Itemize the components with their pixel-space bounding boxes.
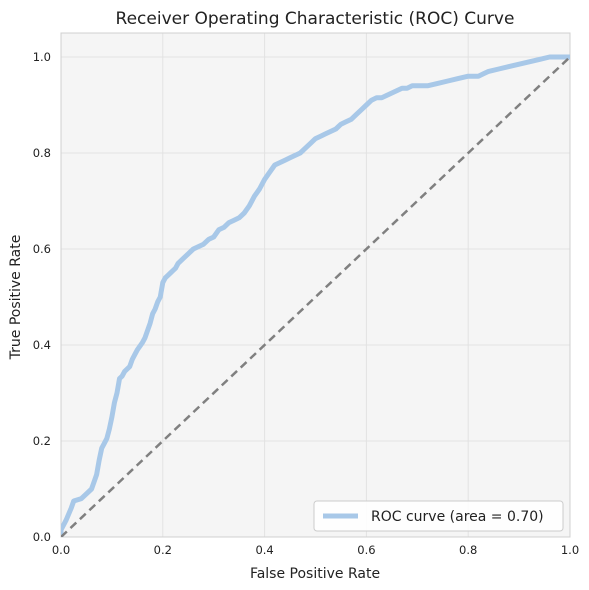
- x-tick-label: 0.2: [154, 543, 172, 557]
- legend: ROC curve (area = 0.70): [313, 500, 564, 532]
- tick-labels: 0.0 0.2 0.4 0.6 0.8 1.0 0.0 0.2 0.4 0.6 0.8 1.0: [33, 50, 579, 557]
- chart-title: Receiver Operating Characteristic (ROC) …: [116, 9, 515, 29]
- roc-curve-line: [61, 54, 570, 537]
- y-axis-label: True Positive Rate: [8, 235, 24, 361]
- plot-frame: [60, 32, 571, 538]
- y-tick-label: 0.0: [33, 530, 51, 544]
- plot-background: [61, 33, 570, 537]
- x-tick-label: 0.0: [52, 543, 70, 557]
- x-tick-label: 0.4: [255, 543, 273, 557]
- legend-box: [313, 500, 564, 532]
- y-tick-label: 0.2: [33, 434, 51, 448]
- x-tick-label: 0.8: [459, 543, 477, 557]
- y-tick-label: 1.0: [33, 50, 51, 64]
- x-tick-label: 0.6: [357, 543, 375, 557]
- y-tick-label: 0.8: [33, 146, 51, 160]
- x-axis-label: False Positive Rate: [250, 566, 380, 582]
- y-tick-label: 0.4: [33, 338, 51, 352]
- y-tick-label: 0.6: [33, 242, 51, 256]
- legend-label: ROC curve (area = 0.70): [371, 509, 544, 525]
- x-tick-label: 1.0: [561, 543, 579, 557]
